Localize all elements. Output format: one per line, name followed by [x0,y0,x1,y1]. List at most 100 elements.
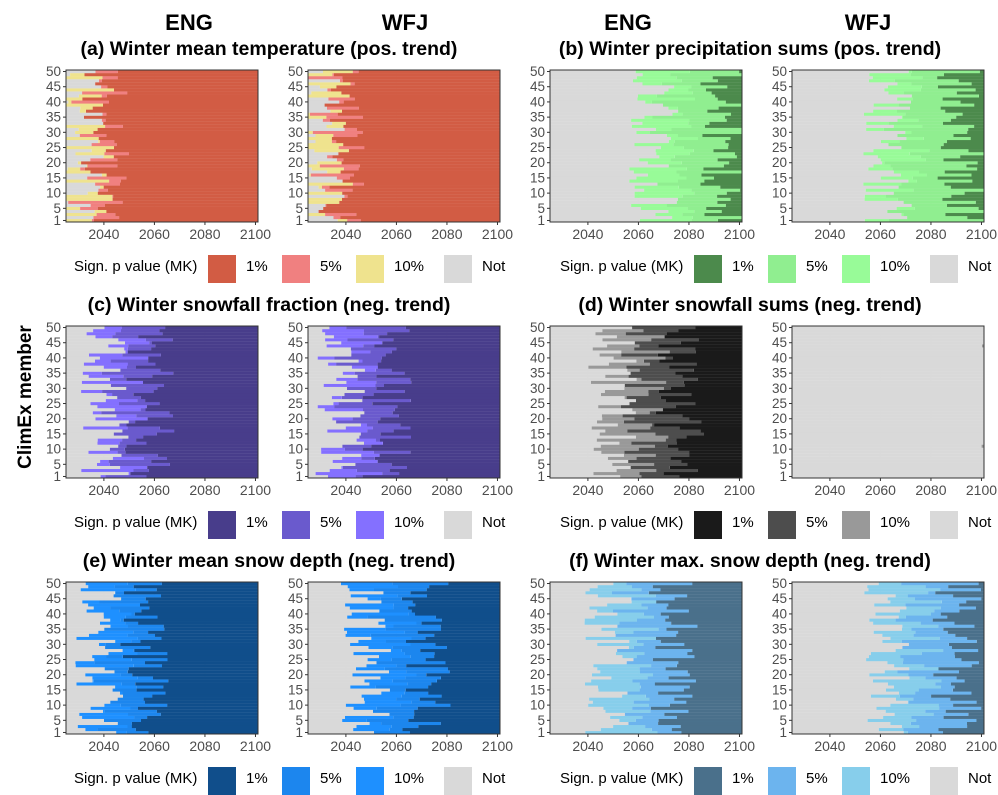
heatmap-cell [114,408,141,412]
heatmap-cell [308,606,350,610]
y-tick-label: 5 [53,713,61,728]
heatmap-cell [792,432,984,436]
y-tick-label: 35 [288,110,303,125]
heatmap-cell [86,109,258,113]
heatmap-cell [448,667,500,671]
heatmap-cell [369,721,382,726]
heatmap-cell [893,170,919,174]
heatmap-cell [66,688,113,692]
heatmap-cell [888,91,904,95]
legend-swatch [208,255,236,283]
heatmap-cell [792,724,902,729]
heatmap-cell [367,658,392,662]
heatmap-cell [876,706,939,710]
heatmap-cell [342,444,372,448]
heatmap-cell [143,380,258,384]
heatmap-cell [66,642,99,646]
heatmap-cell [792,359,984,363]
heatmap-cell [910,106,941,110]
heatmap-cell [99,356,149,360]
heatmap-cell [792,645,903,650]
heatmap-cell [105,398,138,403]
heatmap-cell [95,417,148,421]
heatmap-cell [165,326,258,330]
heatmap-cell [882,161,885,165]
heatmap-cell [329,326,347,330]
heatmap-cell [550,594,598,598]
heatmap-cell [591,426,651,430]
y-tick-label: 15 [46,682,61,697]
heatmap-cell [410,642,436,646]
heatmap-cell [338,146,365,150]
heatmap-cell [410,426,500,430]
heatmap-cell [974,103,984,107]
heatmap-cell [867,718,917,722]
heatmap-cell [697,377,742,381]
heatmap-cell [440,624,500,628]
heatmap-cell [704,179,742,183]
heatmap-cell [384,383,500,387]
heatmap-cell [308,79,340,83]
heatmap-cell [916,718,977,722]
heatmap-cell [123,654,258,659]
heatmap-cell [344,194,348,198]
y-tick-label: 1 [537,469,545,484]
heatmap-cell [592,700,634,704]
heatmap-cell [127,365,136,369]
y-tick-label: 35 [288,366,303,381]
heatmap-cell [792,582,879,586]
heatmap-cell [674,155,737,159]
heatmap-cell [308,203,326,207]
heatmap-cell [308,146,339,150]
y-tick-label: 25 [288,652,303,667]
heatmap-cell [792,158,881,162]
heatmap-cell [308,103,325,107]
heatmap-cell [308,718,343,722]
heatmap-cell [308,709,373,713]
heatmap-cell [968,712,984,716]
heatmap-cell [592,347,635,351]
heatmap-cell [636,435,669,439]
y-tick-label: 5 [779,201,787,216]
heatmap-cell [66,344,109,348]
heatmap-cell [361,456,375,460]
heatmap-cell [728,142,742,147]
heatmap-cell [894,664,925,668]
y-tick-label: 25 [288,396,303,411]
legend-title: Sign. p value (MK) [560,770,683,787]
heatmap-cell [660,395,742,400]
heatmap-cell [101,85,108,89]
heatmap-cell [345,633,371,637]
heatmap-cell [101,411,170,415]
heatmap-cell [66,682,77,686]
heatmap-cell [679,426,742,430]
heatmap-cell [367,597,381,601]
heatmap-cell [706,206,742,210]
heatmap-cell [411,609,500,613]
heatmap-cell [76,636,138,640]
heatmap-cell [687,594,742,598]
heatmap-cell [108,459,152,463]
heatmap-cell [692,694,742,698]
heatmap-cell [344,392,374,397]
heatmap-cell [897,197,943,201]
heatmap-cell [717,97,742,101]
heatmap-cell [125,341,150,345]
heatmap-cell [550,645,629,650]
heatmap-cell [550,389,605,394]
heatmap-cell [909,152,984,156]
heatmap-cell [126,176,259,180]
heatmap-cell [88,603,140,607]
heatmap-cell [448,582,500,586]
heatmap-cell [66,685,116,689]
y-tick-label: 5 [295,713,303,728]
heatmap-cell [172,338,258,342]
heatmap-cell [66,79,99,83]
heatmap-cell [550,582,614,586]
heatmap-cell [792,121,867,125]
heatmap-cell [665,618,742,622]
heatmap-cell [329,468,357,473]
heatmap-cell [627,691,658,695]
legend-label: 5% [320,514,342,531]
heatmap-cell [308,94,350,98]
